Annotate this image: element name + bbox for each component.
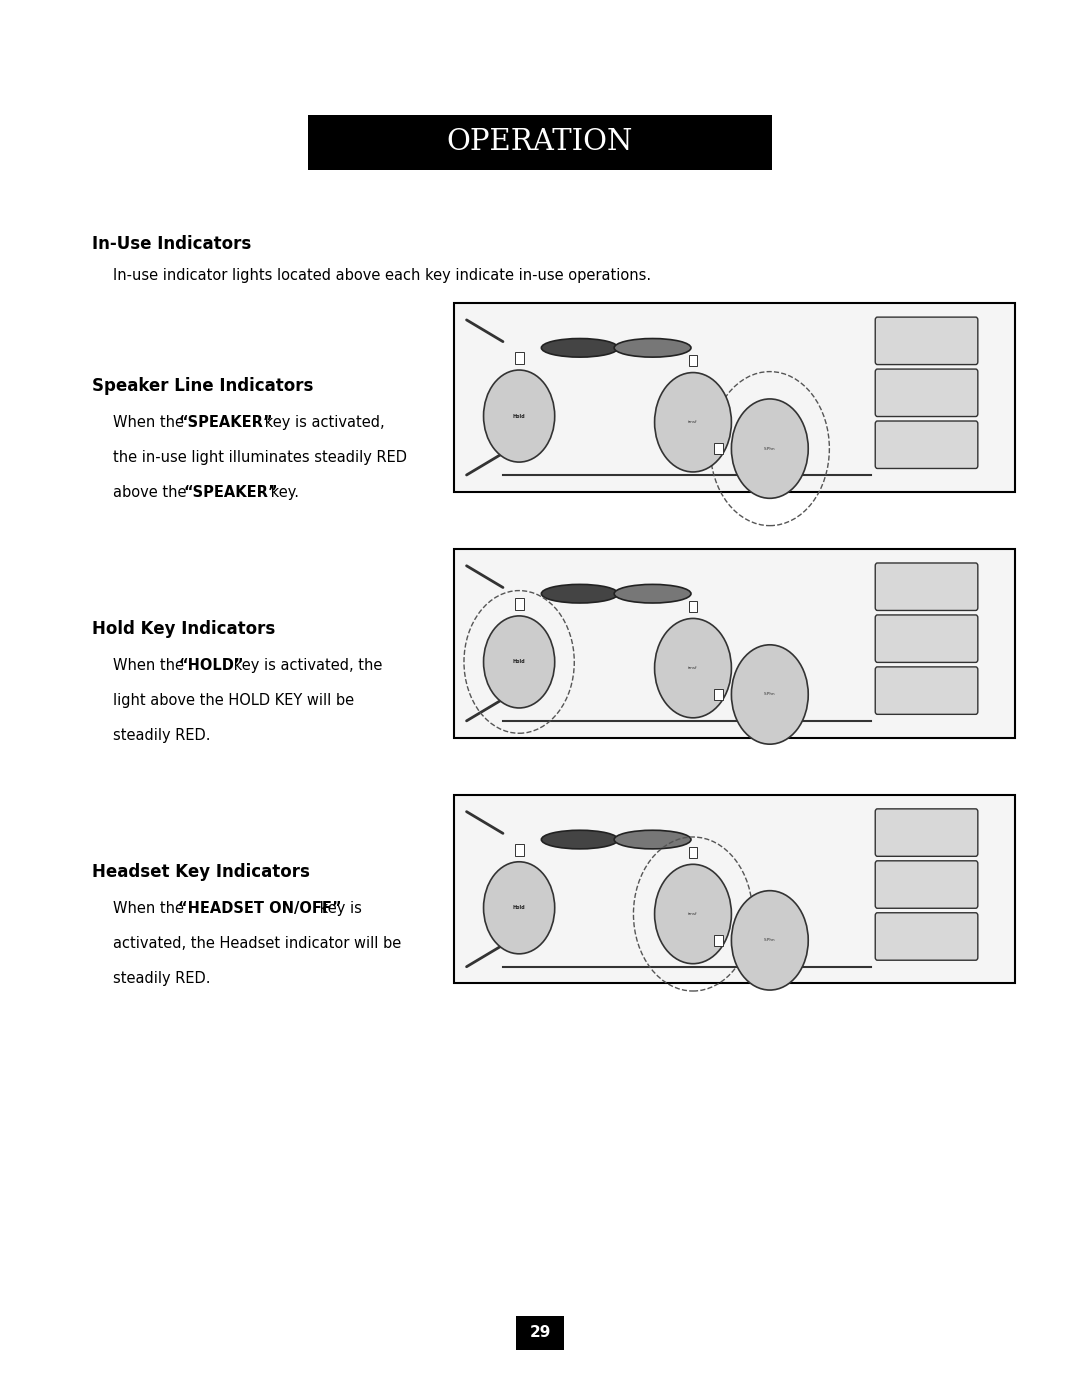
Text: “SPEAKER”: “SPEAKER” [184, 485, 279, 500]
Text: steadily RED.: steadily RED. [113, 971, 211, 986]
Text: 29: 29 [529, 1326, 551, 1340]
Circle shape [654, 865, 731, 964]
FancyBboxPatch shape [308, 115, 772, 170]
Bar [689, 601, 698, 612]
Ellipse shape [541, 830, 618, 849]
Bar [689, 355, 698, 366]
Text: Speaker Line Indicators: Speaker Line Indicators [92, 377, 313, 395]
Text: steadily RED.: steadily RED. [113, 728, 211, 743]
Bar [715, 443, 724, 454]
Text: Hold: Hold [513, 659, 526, 665]
Text: Hold: Hold [513, 414, 526, 419]
FancyBboxPatch shape [516, 1316, 564, 1350]
Bar [715, 689, 724, 700]
Text: key.: key. [266, 485, 299, 500]
Circle shape [484, 616, 555, 708]
Text: key is activated,: key is activated, [260, 415, 384, 430]
Bar [715, 935, 724, 946]
Text: above the: above the [113, 485, 191, 500]
Text: When the: When the [113, 415, 189, 430]
Bar [689, 847, 698, 858]
Text: When the: When the [113, 658, 189, 673]
Text: “SPEAKER”: “SPEAKER” [178, 415, 272, 430]
Circle shape [731, 400, 808, 499]
FancyBboxPatch shape [454, 303, 1015, 492]
Text: “HOLD”: “HOLD” [178, 658, 244, 673]
FancyBboxPatch shape [875, 809, 977, 856]
Text: key is: key is [315, 901, 362, 916]
Bar [515, 598, 524, 609]
Text: “HEADSET ON/OFF”: “HEADSET ON/OFF” [178, 901, 341, 916]
Text: OPERATION: OPERATION [447, 129, 633, 156]
Circle shape [654, 373, 731, 472]
FancyBboxPatch shape [875, 563, 977, 610]
Text: activated, the Headset indicator will be: activated, the Headset indicator will be [113, 936, 402, 951]
Text: In-Use Indicators: In-Use Indicators [92, 235, 251, 253]
FancyBboxPatch shape [875, 420, 977, 468]
Circle shape [484, 862, 555, 954]
Circle shape [731, 891, 808, 990]
Text: trnsf: trnsf [688, 912, 698, 916]
FancyBboxPatch shape [875, 666, 977, 714]
FancyBboxPatch shape [454, 795, 1015, 983]
Text: In-use indicator lights located above each key indicate in-use operations.: In-use indicator lights located above ea… [113, 268, 651, 284]
FancyBboxPatch shape [875, 912, 977, 960]
FancyBboxPatch shape [875, 369, 977, 416]
Circle shape [484, 370, 555, 462]
Text: Headset Key Indicators: Headset Key Indicators [92, 863, 310, 882]
Text: S.Phn: S.Phn [764, 693, 775, 697]
FancyBboxPatch shape [875, 861, 977, 908]
Text: When the: When the [113, 901, 189, 916]
Text: S.Phn: S.Phn [764, 939, 775, 943]
Text: trnsf: trnsf [688, 420, 698, 425]
Ellipse shape [615, 338, 691, 358]
Text: light above the HOLD KEY will be: light above the HOLD KEY will be [113, 693, 354, 708]
Ellipse shape [615, 584, 691, 604]
Text: Hold: Hold [513, 905, 526, 911]
Circle shape [654, 619, 731, 718]
Circle shape [731, 645, 808, 745]
Text: trnsf: trnsf [688, 666, 698, 671]
Ellipse shape [541, 584, 618, 604]
Bar [515, 352, 524, 363]
Text: S.Phn: S.Phn [764, 447, 775, 451]
Text: the in-use light illuminates steadily RED: the in-use light illuminates steadily RE… [113, 450, 407, 465]
FancyBboxPatch shape [875, 317, 977, 365]
Bar [515, 844, 524, 855]
FancyBboxPatch shape [454, 549, 1015, 738]
Text: key is activated, the: key is activated, the [229, 658, 382, 673]
Text: Hold Key Indicators: Hold Key Indicators [92, 620, 275, 638]
Ellipse shape [615, 830, 691, 849]
FancyBboxPatch shape [875, 615, 977, 662]
Ellipse shape [541, 338, 618, 358]
